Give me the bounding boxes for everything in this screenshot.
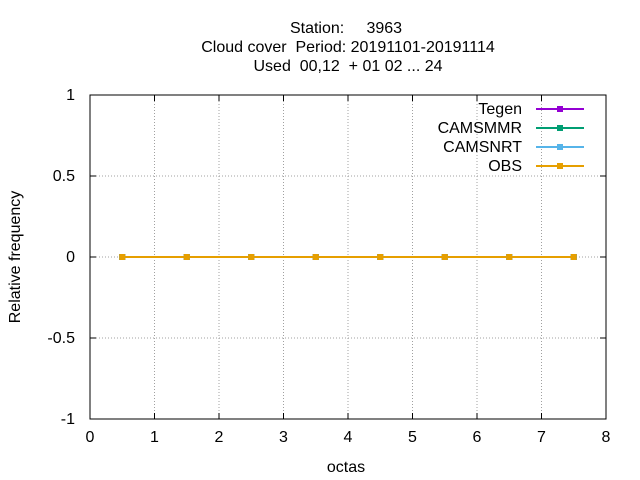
x-tick-label: 8 xyxy=(602,429,611,446)
y-tick-labels: -1 -0.5 0 0.5 1 xyxy=(47,87,75,428)
data-point xyxy=(312,254,319,260)
legend-marker xyxy=(557,125,563,131)
data-point xyxy=(377,254,384,260)
x-tick-label: 1 xyxy=(150,429,159,446)
legend: Tegen CAMSMMR CAMSNRT OBS xyxy=(438,101,584,175)
x-tick-label: 6 xyxy=(473,429,482,446)
series-obs xyxy=(119,254,577,260)
y-axis-label: Relative frequency xyxy=(7,191,24,324)
data-point xyxy=(570,254,577,260)
title-line-2: Cloud cover Period: 20191101-20191114 xyxy=(201,39,495,56)
y-tick-label: -1 xyxy=(61,411,75,428)
title-line-1: Station: 3963 xyxy=(290,20,402,37)
legend-marker xyxy=(557,144,563,150)
title-line-3: Used 00,12 + 01 02 ... 24 xyxy=(253,58,442,75)
data-point xyxy=(506,254,513,260)
data-point xyxy=(248,254,255,260)
x-tick-label: 5 xyxy=(408,429,417,446)
y-tick-label: 1 xyxy=(66,87,75,104)
x-tick-label: 7 xyxy=(537,429,546,446)
y-tick-label: 0 xyxy=(66,249,75,266)
legend-marker xyxy=(557,106,563,112)
legend-label: CAMSMMR xyxy=(438,120,522,137)
y-tick-label: -0.5 xyxy=(47,330,75,347)
x-tick-label: 3 xyxy=(279,429,288,446)
legend-marker xyxy=(557,163,563,169)
x-tick-label: 2 xyxy=(215,429,224,446)
data-point xyxy=(119,254,126,260)
series-lines xyxy=(119,254,577,260)
data-point xyxy=(183,254,190,260)
x-tick-label: 4 xyxy=(344,429,353,446)
data-point xyxy=(441,254,448,260)
axes xyxy=(89,94,607,420)
x-axis-label: octas xyxy=(327,459,365,476)
plot-border xyxy=(89,94,607,420)
y-tick-label: 0.5 xyxy=(53,168,75,185)
legend-label: Tegen xyxy=(478,101,522,118)
legend-label: CAMSNRT xyxy=(443,139,522,156)
chart-title: Station: 3963 Cloud cover Period: 201911… xyxy=(201,20,495,75)
x-tick-labels: 0 1 2 3 4 5 6 7 8 xyxy=(86,429,611,446)
x-tick-label: 0 xyxy=(86,429,95,446)
legend-label: OBS xyxy=(488,158,522,175)
